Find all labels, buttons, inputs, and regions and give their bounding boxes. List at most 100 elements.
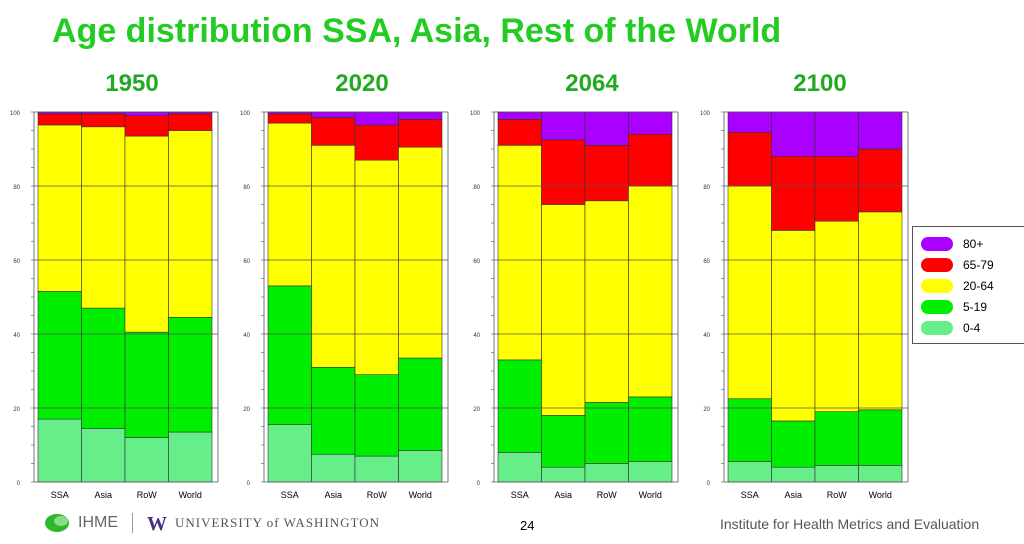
- bar-2020-Asia-5-19: [311, 366, 356, 455]
- bar-2064-World-0-4: [628, 461, 673, 483]
- bar-2100-SSA-0-4: [727, 461, 772, 483]
- uw-text: UNIVERSITY of WASHINGTON: [175, 515, 381, 530]
- x-tick-label-1950-SSA: SSA: [51, 490, 69, 500]
- x-tick-label-1950-Asia: Asia: [94, 490, 112, 500]
- bar-1950-Asia-20-64: [81, 126, 126, 309]
- bar-2100-RoW-0-4: [814, 465, 859, 483]
- legend-label-5-19: 5-19: [963, 300, 988, 314]
- uw-logo-icon: W: [147, 514, 167, 532]
- bar-2064-RoW-65-79: [584, 145, 629, 202]
- y-tick-label-2064-0: 0: [477, 481, 481, 487]
- bar-1950-World-5-19: [168, 317, 213, 433]
- bar-2064-World-5-19: [628, 396, 673, 462]
- x-tick-label-2100-Asia: Asia: [784, 490, 802, 500]
- bar-2100-RoW-80+: [814, 111, 859, 157]
- bar-2020-World-0-4: [398, 450, 443, 483]
- bar-2100-World-20-64: [858, 211, 903, 411]
- y-tick-label-2064-40: 40: [473, 333, 480, 339]
- bar-2020-World-80+: [398, 111, 443, 120]
- bar-2100-Asia-5-19: [771, 420, 816, 468]
- bar-2064-World-65-79: [628, 133, 673, 187]
- bar-1950-RoW-5-19: [124, 331, 169, 438]
- page-title: Age distribution SSA, Asia, Rest of the …: [52, 12, 782, 50]
- legend-label-65-79: 65-79: [963, 258, 994, 272]
- bar-2100-Asia-80+: [771, 111, 816, 157]
- bar-2020-World-20-64: [398, 146, 443, 359]
- bar-2020-RoW-5-19: [354, 374, 399, 457]
- bar-2064-Asia-20-64: [541, 204, 586, 416]
- chart-title-2020: 2020: [335, 70, 389, 97]
- bar-2020-World-5-19: [398, 357, 443, 451]
- bar-2064-RoW-0-4: [584, 463, 629, 483]
- bar-2020-SSA-20-64: [267, 122, 312, 287]
- legend-item-0-4: 0-4: [921, 320, 980, 336]
- bar-2064-RoW-5-19: [584, 402, 629, 464]
- bar-1950-RoW-80+: [124, 111, 169, 116]
- legend-swatch-80plus: [921, 237, 953, 251]
- y-tick-label-1950-0: 0: [17, 481, 21, 487]
- bar-2020-Asia-80+: [311, 111, 356, 118]
- bar-2020-Asia-20-64: [311, 145, 356, 368]
- bar-2064-SSA-20-64: [497, 145, 542, 361]
- y-tick-label-1950-60: 60: [13, 259, 20, 265]
- x-tick-label-2064-SSA: SSA: [511, 490, 529, 500]
- chart-title-2064: 2064: [565, 70, 619, 97]
- y-tick-label-2020-20: 20: [243, 407, 250, 413]
- bar-2100-SSA-20-64: [727, 185, 772, 400]
- bar-2064-RoW-20-64: [584, 200, 629, 403]
- y-tick-label-2020-60: 60: [243, 259, 250, 265]
- x-tick-label-2064-World: World: [639, 490, 662, 500]
- bar-1950-Asia-65-79: [81, 113, 126, 128]
- bar-2020-RoW-80+: [354, 111, 399, 126]
- bar-2100-Asia-20-64: [771, 230, 816, 422]
- bar-1950-RoW-0-4: [124, 437, 169, 483]
- bar-1950-RoW-20-64: [124, 135, 169, 333]
- bar-2100-RoW-5-19: [814, 411, 859, 466]
- bar-2064-SSA-5-19: [497, 359, 542, 453]
- y-tick-label-1950-80: 80: [13, 185, 20, 191]
- legend-label-20-64: 20-64: [963, 279, 994, 293]
- y-tick-label-2100-80: 80: [703, 185, 710, 191]
- y-tick-label-2020-80: 80: [243, 185, 250, 191]
- legend-item-20-64: 20-64: [921, 278, 994, 294]
- ihme-text: IHME: [78, 514, 118, 531]
- x-tick-label-2100-RoW: RoW: [827, 490, 848, 500]
- bar-2100-World-5-19: [858, 409, 903, 466]
- y-tick-label-2020-40: 40: [243, 333, 250, 339]
- svg-text:W: W: [147, 514, 167, 532]
- x-tick-label-1950-World: World: [179, 490, 202, 500]
- y-tick-label-2100-0: 0: [707, 481, 711, 487]
- chart-title-1950: 1950: [105, 70, 159, 97]
- legend-swatch-65-79: [921, 258, 953, 272]
- legend-item-5-19: 5-19: [921, 299, 987, 315]
- x-tick-label-2020-SSA: SSA: [281, 490, 299, 500]
- bar-2100-SSA-5-19: [727, 398, 772, 462]
- bar-2100-World-80+: [858, 111, 903, 150]
- ihme-logo-icon: [45, 514, 69, 532]
- legend: 80+ 65-79 20-64 5-19 0-4: [912, 226, 1024, 344]
- legend-label-80plus: 80+: [963, 237, 984, 251]
- y-tick-label-2064-60: 60: [473, 259, 480, 265]
- bar-2020-SSA-0-4: [267, 424, 312, 483]
- bar-2020-RoW-0-4: [354, 455, 399, 483]
- bar-2064-Asia-5-19: [541, 415, 586, 468]
- y-tick-label-2100-100: 100: [700, 111, 711, 117]
- bar-2020-RoW-20-64: [354, 159, 399, 376]
- bar-2064-World-80+: [628, 111, 673, 135]
- bar-1950-SSA-0-4: [37, 418, 82, 483]
- y-tick-label-1950-100: 100: [10, 111, 21, 117]
- chart-title-2100: 2100: [793, 70, 847, 97]
- y-tick-label-2100-40: 40: [703, 333, 710, 339]
- bar-2100-Asia-0-4: [771, 466, 816, 483]
- bar-2100-RoW-20-64: [814, 220, 859, 412]
- bar-1950-SSA-20-64: [37, 124, 82, 292]
- x-tick-label-2064-RoW: RoW: [597, 490, 618, 500]
- x-tick-label-2064-Asia: Asia: [554, 490, 572, 500]
- legend-swatch-0-4: [921, 321, 953, 335]
- y-tick-label-2020-0: 0: [247, 481, 251, 487]
- legend-label-0-4: 0-4: [963, 321, 981, 335]
- bar-1950-SSA-65-79: [37, 113, 82, 126]
- bar-2064-SSA-65-79: [497, 119, 542, 146]
- bar-1950-World-65-79: [168, 113, 213, 131]
